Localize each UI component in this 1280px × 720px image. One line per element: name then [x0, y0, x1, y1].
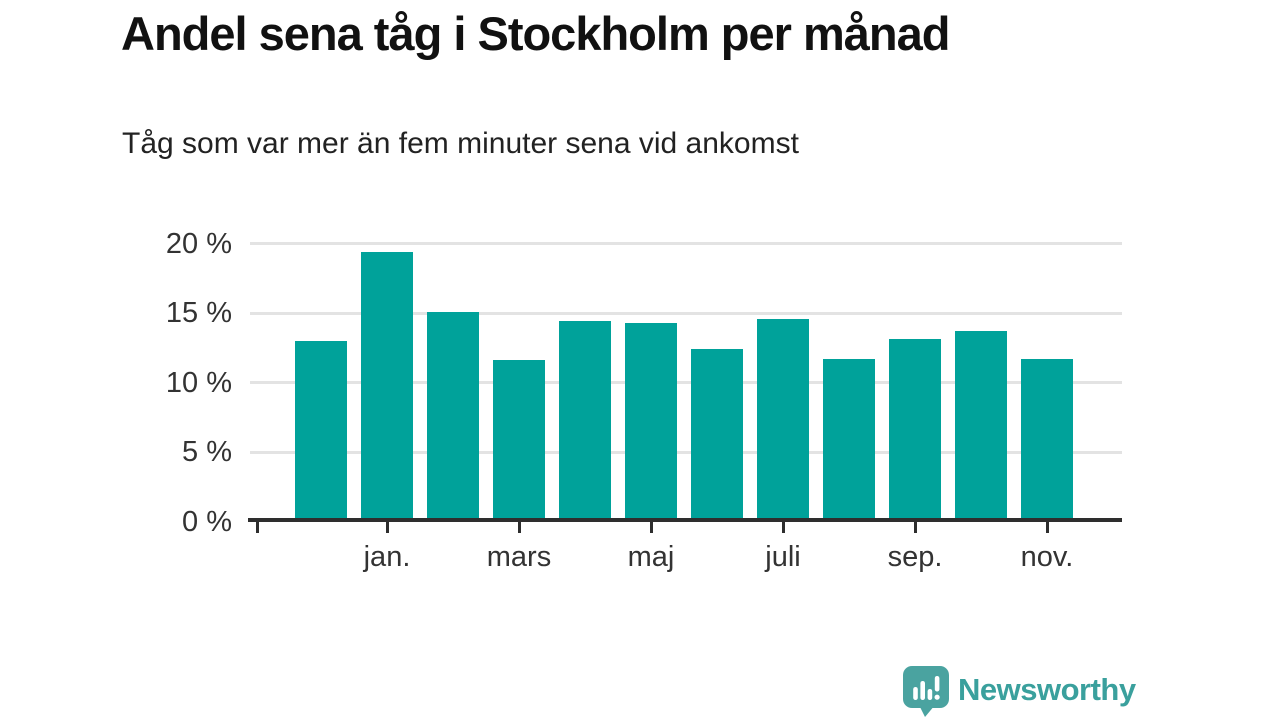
- x-axis-tick: [385, 520, 389, 533]
- bar: [295, 340, 347, 518]
- bar: [691, 349, 743, 518]
- x-axis-label: nov.: [1020, 541, 1074, 573]
- gridline: [250, 242, 1122, 245]
- gridline: [250, 381, 1122, 384]
- x-axis-tick: [649, 520, 653, 533]
- bar: [757, 318, 809, 518]
- chart-title: Andel sena tåg i Stockholm per månad: [121, 7, 950, 60]
- y-axis-label: 20 %: [165, 227, 232, 260]
- x-axis-label: maj: [627, 541, 675, 573]
- bar: [559, 321, 611, 518]
- bar: [1021, 358, 1073, 518]
- x-axis-tick: [1045, 520, 1049, 533]
- bar: [493, 360, 545, 518]
- x-axis-label: juli: [765, 541, 801, 573]
- bar: [625, 322, 677, 518]
- speech-bubble-shape: [903, 666, 949, 717]
- bar: [427, 311, 479, 518]
- newsworthy-logo-text: Newsworthy: [958, 672, 1136, 707]
- bar: [889, 339, 941, 518]
- y-axis-label: 0 %: [182, 505, 232, 538]
- y-axis-label: 5 %: [182, 436, 232, 468]
- newsworthy-logo-icon: [903, 666, 949, 717]
- bar: [823, 358, 875, 518]
- x-axis-label: jan.: [363, 541, 411, 573]
- x-axis-label: sep.: [887, 541, 943, 573]
- chart-subtitle: Tåg som var mer än fem minuter sena vid …: [122, 127, 799, 160]
- x-axis-tick: [913, 520, 917, 533]
- x-axis-tick: [781, 520, 785, 533]
- x-axis-label: mars: [486, 541, 552, 573]
- y-axis-label: 10 %: [165, 366, 232, 399]
- x-axis-tick: [256, 520, 259, 533]
- x-axis-tick: [517, 520, 521, 533]
- gridline: [250, 311, 1122, 315]
- bar: [361, 251, 413, 518]
- x-axis-line: [248, 518, 1122, 522]
- gridline: [250, 450, 1122, 454]
- bar: [955, 331, 1007, 518]
- y-axis-label: 15 %: [165, 297, 232, 329]
